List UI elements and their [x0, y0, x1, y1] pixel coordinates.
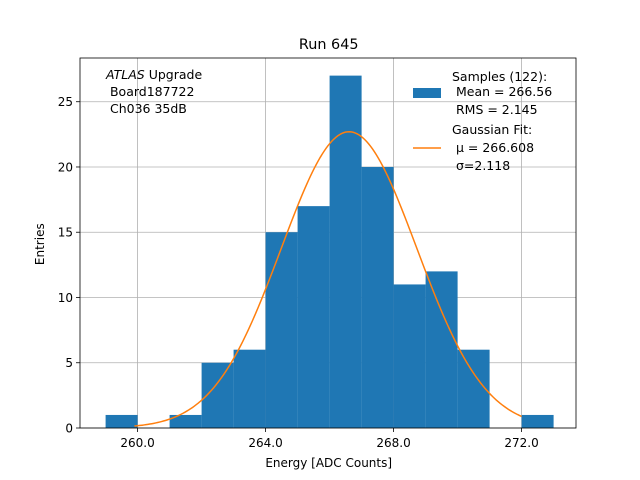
- legend-samples-line-1: Samples (122):: [452, 69, 547, 84]
- histogram-bars: [105, 75, 554, 429]
- y-tick-label: 20: [58, 160, 73, 174]
- legend-samples-line-3: RMS = 2.145: [452, 102, 538, 117]
- histogram-bar: [457, 349, 490, 428]
- annotation-line-3: Ch036 35dB: [106, 101, 187, 116]
- x-axis-label: Energy [ADC Counts]: [265, 456, 392, 470]
- legend-samples-patch: [413, 88, 441, 98]
- y-tick-label: 25: [58, 95, 73, 109]
- legend-fit-line-3: σ=2.118: [452, 158, 510, 173]
- y-tick-label: 10: [58, 291, 73, 305]
- legend-fit-line-1: Gaussian Fit:: [452, 122, 532, 137]
- annotation-line-1: ATLAS Upgrade: [105, 67, 202, 82]
- histogram-bar: [105, 414, 138, 428]
- histogram-bar: [329, 75, 362, 428]
- axes-frame: [79, 57, 577, 429]
- histogram-bar: [521, 414, 554, 428]
- annotation-line-2: Board187722: [106, 84, 194, 99]
- histogram-bar: [361, 166, 394, 429]
- x-tick-label: 268.0: [376, 436, 410, 450]
- legend-fit-line-2: μ = 266.608: [452, 140, 534, 155]
- chart-title: Run 645: [299, 37, 359, 53]
- annotation-block: ATLAS Upgrade Board187722 Ch036 35dB: [105, 67, 202, 116]
- histogram-bar: [425, 271, 458, 428]
- histogram-bar: [297, 206, 330, 428]
- legend: Samples (122): Mean = 266.56 RMS = 2.145…: [413, 69, 552, 173]
- y-tick-label: 0: [65, 422, 73, 436]
- y-tick-label: 5: [65, 356, 73, 370]
- y-tick-label: 15: [58, 226, 73, 240]
- x-axis-ticks: 260.0 264.0 268.0 272.0: [120, 428, 539, 450]
- legend-samples-line-2: Mean = 266.56: [452, 84, 552, 99]
- x-tick-label: 264.0: [248, 436, 282, 450]
- y-axis-label: Entries: [33, 223, 47, 265]
- x-tick-label: 260.0: [120, 436, 154, 450]
- histogram-bar: [233, 349, 266, 428]
- histogram-bar: [265, 232, 298, 428]
- histogram-bar: [169, 414, 202, 428]
- histogram-bar: [393, 284, 426, 428]
- x-tick-label: 272.0: [504, 436, 538, 450]
- gaussian-fit-curve: [134, 130, 522, 427]
- y-axis-ticks: 0 5 10 15 20 25: [58, 95, 80, 436]
